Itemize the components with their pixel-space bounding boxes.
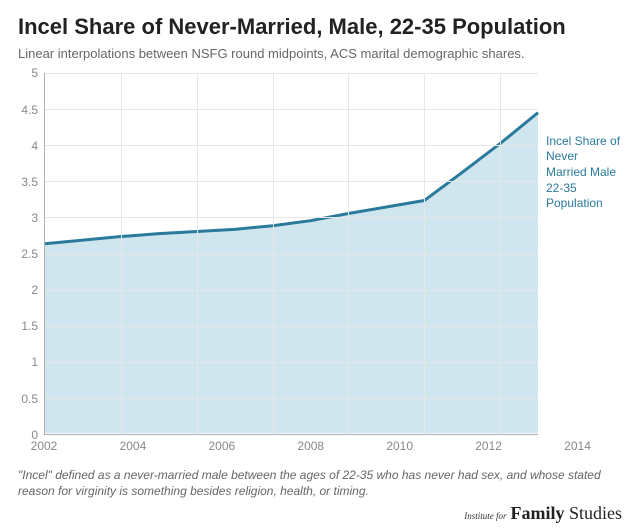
x-gridline <box>121 73 122 433</box>
y-gridline <box>45 181 538 182</box>
x-tick-label: 2008 <box>297 439 324 453</box>
y-tick-label: 3.5 <box>21 175 38 189</box>
footer: "Incel" defined as a never-married male … <box>18 467 622 524</box>
y-tick-label: 2 <box>31 283 38 297</box>
plot-wrap: 00.511.522.533.544.55 <box>18 73 538 434</box>
y-tick-label: 3 <box>31 211 38 225</box>
x-tick-label: 2004 <box>120 439 147 453</box>
attribution-logo: Institute for Family Studies <box>18 503 622 524</box>
y-gridline <box>45 145 538 146</box>
y-axis: 00.511.522.533.544.55 <box>18 73 44 434</box>
y-gridline <box>45 398 538 399</box>
y-gridline <box>45 326 538 327</box>
chart-title: Incel Share of Never-Married, Male, 22-3… <box>18 14 622 40</box>
chart-area: 00.511.522.533.544.55 Incel Share of Nev… <box>18 73 622 434</box>
y-tick-label: 4 <box>31 139 38 153</box>
y-gridline <box>45 362 538 363</box>
x-gridline <box>197 73 198 433</box>
logo-prefix: Institute for <box>464 511 506 521</box>
y-tick-label: 5 <box>31 66 38 80</box>
x-tick-label: 2010 <box>386 439 413 453</box>
y-gridline <box>45 254 538 255</box>
footnote: "Incel" defined as a never-married male … <box>18 467 622 499</box>
series-area <box>45 113 538 434</box>
chart-subtitle: Linear interpolations between NSFG round… <box>18 46 622 61</box>
y-tick-label: 1.5 <box>21 319 38 333</box>
x-gridline <box>500 73 501 433</box>
x-tick-label: 2002 <box>31 439 58 453</box>
y-gridline <box>45 217 538 218</box>
x-gridline <box>273 73 274 433</box>
y-gridline <box>45 109 538 110</box>
container: Incel Share of Never-Married, Male, 22-3… <box>0 0 640 532</box>
x-axis: 2002200420062008201020122014 <box>44 435 622 459</box>
y-gridline <box>45 290 538 291</box>
y-tick-label: 4.5 <box>21 103 38 117</box>
series-legend-label: Incel Share of Never Married Male 22-35 … <box>538 73 622 434</box>
x-gridline <box>348 73 349 433</box>
y-tick-label: 1 <box>31 355 38 369</box>
x-tick-label: 2006 <box>208 439 235 453</box>
y-gridline <box>45 73 538 74</box>
x-tick-label: 2012 <box>475 439 502 453</box>
x-gridline <box>424 73 425 433</box>
x-tick-label: 2014 <box>564 439 591 453</box>
y-tick-label: 2.5 <box>21 247 38 261</box>
plot-region <box>44 73 538 434</box>
logo-main: Family Studies <box>510 503 622 524</box>
y-tick-label: 0.5 <box>21 392 38 406</box>
